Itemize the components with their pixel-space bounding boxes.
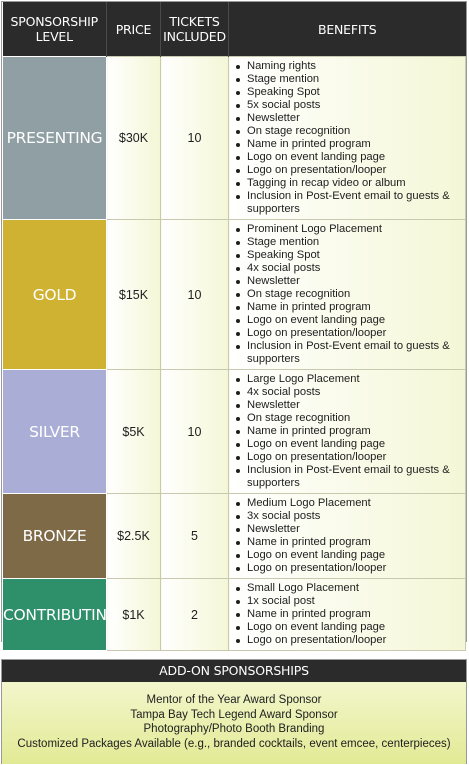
benefits-list: Prominent Logo Placement Stage mention Spe… [229, 220, 465, 369]
benefit-item: Logo on presentation/looper [236, 451, 461, 464]
benefit-item: On stage recognition [236, 412, 461, 425]
tier-price-cell: $5K [106, 369, 161, 494]
benefit-item: Newsletter [236, 112, 461, 125]
benefits-list: Small Logo Placement 1x social post Name i… [229, 579, 465, 650]
benefit-item: Name in printed program [236, 425, 461, 438]
header-level-label: SPONSORSHIP LEVEL [10, 14, 99, 44]
tier-tickets-cell: 10 [160, 219, 229, 370]
benefits-list: Medium Logo Placement 3x social posts News… [229, 494, 465, 578]
tier-level-cell: GOLD [2, 219, 107, 370]
benefit-item: Inclusion in Post-Event email to guests … [236, 190, 461, 216]
benefit-item: 4x social posts [236, 262, 461, 275]
benefits-list: Large Logo Placement 4x social posts Newsl… [229, 370, 465, 493]
benefit-item: 3x social posts [236, 510, 461, 523]
benefit-item: Naming rights [236, 60, 461, 73]
tier-price-cell: $1K [106, 578, 161, 651]
benefit-item: 4x social posts [236, 386, 461, 399]
benefit-item: Logo on event landing page [236, 621, 461, 634]
benefit-item: Logo on event landing page [236, 438, 461, 451]
benefit-item: Stage mention [236, 236, 461, 249]
tier-benefits-cell: Medium Logo Placement 3x social posts News… [228, 493, 466, 579]
tier-price-cell: $15K [106, 219, 161, 370]
header-price-label: PRICE [115, 21, 152, 37]
tier-row: PRESENTING $30K 10 Naming rights Stage menti… [2, 56, 466, 220]
benefit-item: Logo on presentation/looper [236, 164, 461, 177]
benefit-item: Logo on presentation/looper [236, 634, 461, 647]
tier-level-cell: BRONZE [2, 493, 107, 579]
addon-item: Mentor of the Year Award Sponsor [146, 694, 322, 706]
addon-item: Photography/Photo Booth Branding [143, 723, 325, 736]
tier-row: BRONZE $2.5K 5 Medium Logo Placement 3x soci… [2, 493, 466, 579]
addon-sponsorships-panel: ADD-ON SPONSORSHIPS Mentor of the Year A… [1, 659, 467, 764]
tier-level-cell: PRESENTING [2, 56, 107, 220]
benefit-item: On stage recognition [236, 288, 461, 301]
benefit-item: Inclusion in Post-Event email to guests … [236, 340, 461, 366]
header-tickets: TICKETS INCLUDED [160, 2, 229, 57]
sponsorship-table-container: SPONSORSHIP LEVEL PRICE TICKETS INCLUDED… [1, 1, 467, 651]
benefit-item: Large Logo Placement [236, 373, 461, 386]
benefit-item: Name in printed program [236, 536, 461, 549]
benefit-item: Tagging in recap video or album [236, 177, 461, 190]
benefit-item: Small Logo Placement [236, 582, 461, 595]
tier-level-cell: SILVER [2, 369, 107, 494]
benefit-item: Newsletter [236, 275, 461, 288]
benefit-item: Inclusion in Post-Event email to guests … [236, 464, 461, 490]
benefit-item: Speaking Spot [236, 249, 461, 262]
benefit-item: 1x social post [236, 595, 461, 608]
addon-list: Mentor of the Year Award Sponsor Tampa B… [2, 682, 466, 764]
header-tickets-label: TICKETS INCLUDED [163, 14, 226, 44]
tier-benefits-cell: Large Logo Placement 4x social posts Newsl… [228, 369, 466, 494]
benefit-item: Newsletter [236, 523, 461, 536]
header-benefits: BENEFITS [228, 2, 466, 57]
benefit-item: Name in printed program [236, 608, 461, 621]
tier-row: CONTRIBUTING $1K 2 Small Logo Placement 1x s… [2, 578, 466, 651]
tier-benefits-cell: Prominent Logo Placement Stage mention Spe… [228, 219, 466, 370]
benefits-list: Naming rights Stage mention Speaking Spot 5… [229, 57, 465, 219]
benefit-item: Newsletter [236, 399, 461, 412]
addon-item: Tampa Bay Tech Legend Award Sponsor [130, 708, 338, 721]
benefit-item: Logo on event landing page [236, 549, 461, 562]
header-benefits-label: BENEFITS [317, 21, 377, 37]
tier-price-cell: $30K [106, 56, 161, 220]
addon-item: Customized Packages Available (e.g., bra… [17, 738, 451, 751]
tier-rows: PRESENTING $30K 10 Naming rights Stage menti… [2, 56, 466, 651]
benefit-item: Speaking Spot [236, 86, 461, 99]
benefit-item: Logo on presentation/looper [236, 327, 461, 340]
benefit-item: Name in printed program [236, 301, 461, 314]
benefit-item: Stage mention [236, 73, 461, 86]
benefit-item: Name in printed program [236, 138, 461, 151]
benefit-item: Logo on event landing page [236, 314, 461, 327]
benefit-item: On stage recognition [236, 125, 461, 138]
benefit-item: 5x social posts [236, 99, 461, 112]
addon-title: ADD-ON SPONSORSHIPS [2, 660, 466, 682]
tier-benefits-cell: Small Logo Placement 1x social post Name i… [228, 578, 466, 651]
table-header-row: SPONSORSHIP LEVEL PRICE TICKETS INCLUDED… [2, 2, 466, 57]
benefit-item: Logo on event landing page [236, 151, 461, 164]
tier-price-cell: $2.5K [106, 493, 161, 579]
header-sponsorship-level: SPONSORSHIP LEVEL [2, 2, 107, 57]
benefit-item: Logo on presentation/looper [236, 562, 461, 575]
benefit-item: Medium Logo Placement [236, 497, 461, 510]
tier-row: GOLD $15K 10 Prominent Logo Placement Stage … [2, 219, 466, 370]
tier-tickets-cell: 5 [160, 493, 229, 579]
tier-row: SILVER $5K 10 Large Logo Placement 4x social… [2, 369, 466, 494]
tier-level-cell: CONTRIBUTING [2, 578, 119, 651]
tier-tickets-cell: 10 [160, 369, 229, 494]
header-price: PRICE [106, 2, 161, 57]
sponsorship-table: SPONSORSHIP LEVEL PRICE TICKETS INCLUDED… [2, 2, 466, 651]
benefit-item: Prominent Logo Placement [236, 223, 461, 236]
tier-tickets-cell: 2 [160, 578, 229, 651]
tier-benefits-cell: Naming rights Stage mention Speaking Spot 5… [228, 56, 466, 220]
tier-tickets-cell: 10 [160, 56, 229, 220]
